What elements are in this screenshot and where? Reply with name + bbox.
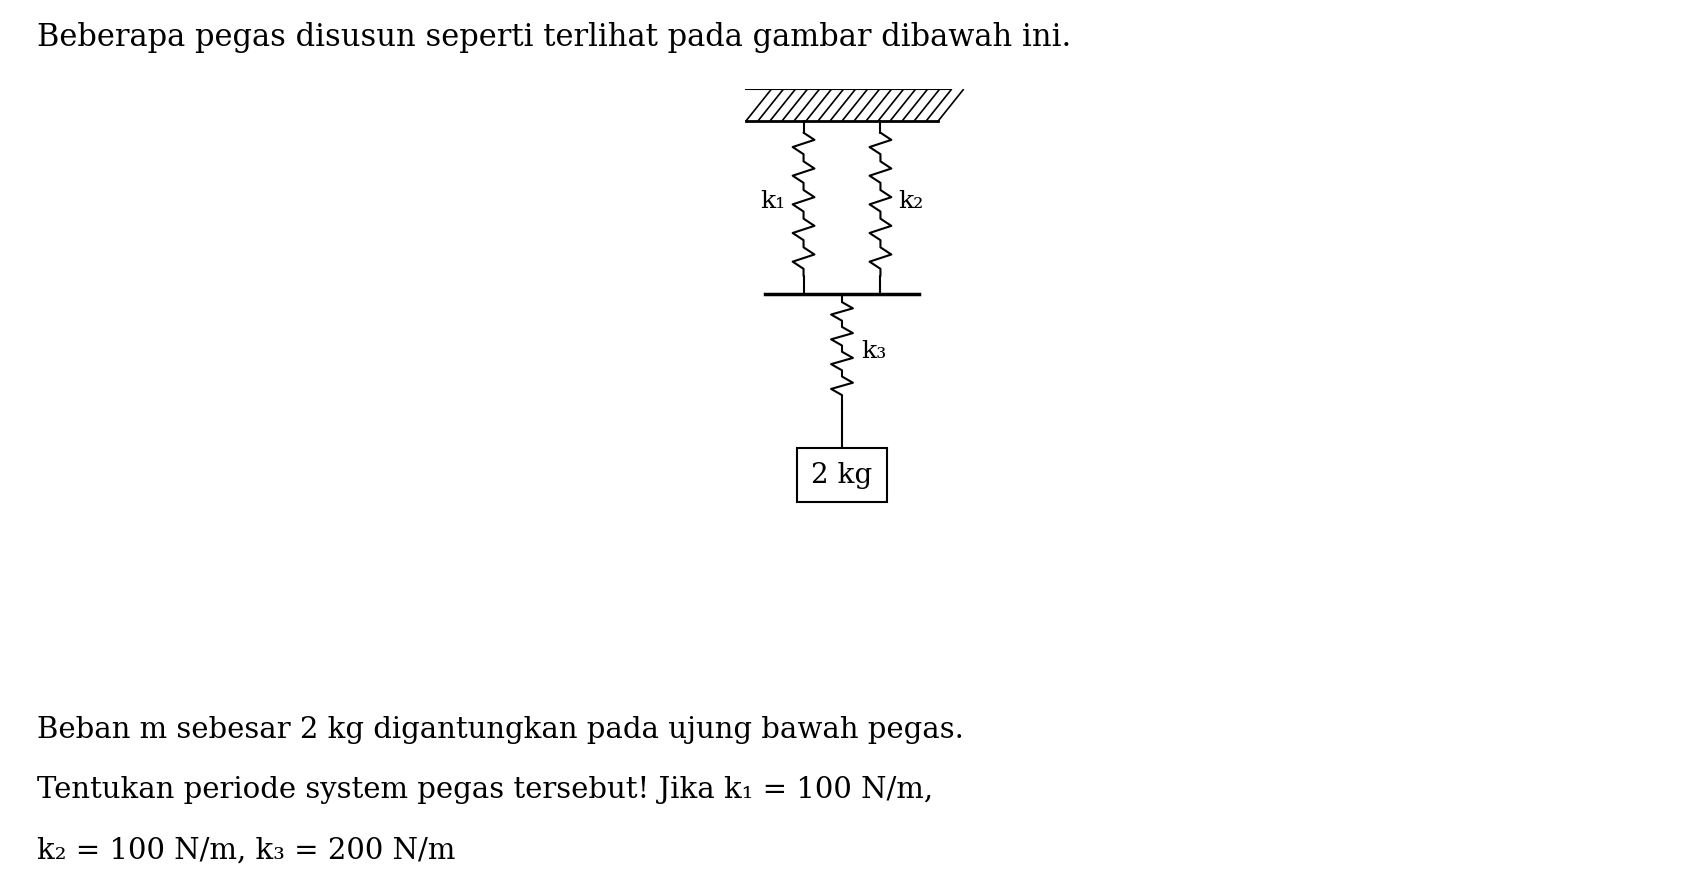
Text: Beberapa pegas disusun seperti terlihat pada gambar dibawah ini.: Beberapa pegas disusun seperti terlihat … bbox=[37, 22, 1071, 53]
Bar bbox=[797, 448, 887, 502]
Text: 2 kg: 2 kg bbox=[812, 462, 872, 489]
Text: Beban m sebesar 2 kg digantungkan pada ujung bawah pegas.: Beban m sebesar 2 kg digantungkan pada u… bbox=[37, 716, 963, 744]
Text: k₁: k₁ bbox=[761, 190, 786, 213]
Text: k₃: k₃ bbox=[861, 340, 886, 363]
Text: k₂ = 100 N/m, k₃ = 200 N/m: k₂ = 100 N/m, k₃ = 200 N/m bbox=[37, 837, 455, 864]
Text: k₂: k₂ bbox=[898, 190, 923, 213]
Text: Tentukan periode system pegas tersebut! Jika k₁ = 100 N/m,: Tentukan periode system pegas tersebut! … bbox=[37, 776, 933, 804]
